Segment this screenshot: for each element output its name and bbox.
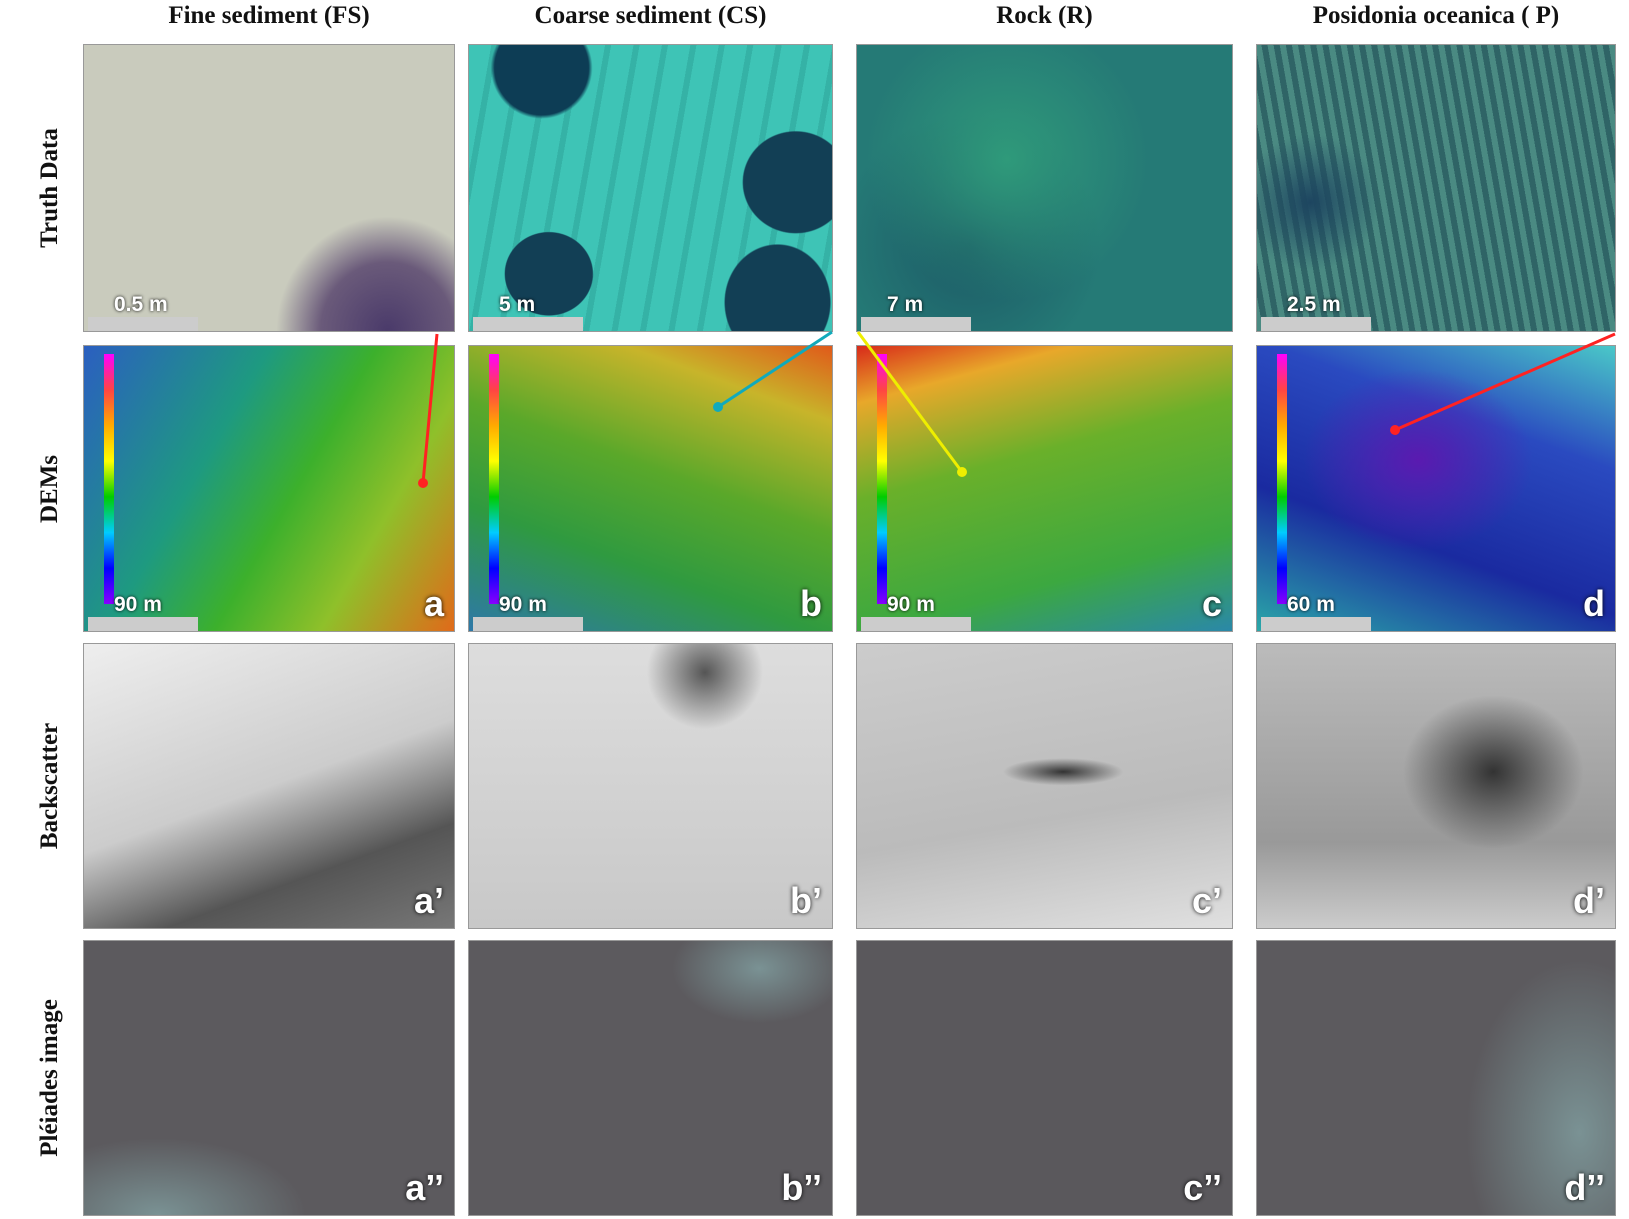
scale-label: 7 m (887, 293, 924, 316)
column-header: Coarse sediment (CS) (534, 2, 767, 29)
image-panel: a’ (83, 643, 455, 929)
color-bar (877, 354, 887, 604)
image-panel: 90 m b (468, 345, 833, 632)
image-panel: b’ (468, 643, 833, 929)
image-panel: b’’ (468, 940, 833, 1216)
image-panel: 0.5 m (83, 44, 455, 332)
scale-label: 90 m (499, 593, 547, 616)
panel-letter: a (423, 583, 444, 624)
image-panel: 90 m a (83, 345, 455, 632)
image-panel: d’ (1256, 643, 1616, 929)
scale-bar (1261, 317, 1371, 331)
row-label: DEMs (36, 454, 63, 523)
row-label: Truth Data (36, 128, 63, 248)
scale-label: 60 m (1287, 593, 1335, 616)
scale-label: 90 m (887, 593, 935, 616)
panel-letter: b (800, 583, 822, 624)
panel-letter: d (1583, 583, 1605, 624)
scale-label: 2.5 m (1287, 293, 1341, 316)
row-label: Pléiades image (36, 999, 63, 1157)
scale-bar (861, 617, 971, 631)
panel-letter: a’’ (405, 1167, 444, 1208)
image-panel: 7 m (856, 44, 1233, 332)
column-header: Posidonia oceanica ( P) (1312, 2, 1560, 29)
scale-bar (473, 317, 583, 331)
image-panel: a’’ (83, 940, 455, 1216)
panel-letter: b’’ (781, 1167, 822, 1208)
image-panel: c’’ (856, 940, 1233, 1216)
panel-letter: a’ (413, 880, 444, 921)
image-panel: 90 m c (856, 345, 1233, 632)
scale-bar (861, 317, 971, 331)
image-panel: 2.5 m (1256, 44, 1616, 332)
scale-label: 5 m (499, 293, 536, 316)
image-panel: d’’ (1256, 940, 1616, 1216)
column-header: Rock (R) (996, 2, 1093, 29)
scale-label: 0.5 m (114, 293, 168, 316)
image-panel: 5 m (468, 44, 833, 332)
scale-label: 90 m (114, 593, 162, 616)
image-panel: c’ (856, 643, 1233, 929)
panel-letter: d’ (1573, 880, 1605, 921)
image-panel: 60 m d (1256, 345, 1616, 632)
color-bar (1277, 354, 1287, 604)
scale-bar (88, 617, 198, 631)
scale-bar (88, 317, 198, 331)
panel-letter: b’ (790, 880, 822, 921)
color-bar (104, 354, 114, 604)
panel-letter: d’’ (1564, 1167, 1605, 1208)
scale-bar (473, 617, 583, 631)
scale-bar (1261, 617, 1371, 631)
panel-letter: c’ (1191, 880, 1222, 921)
panel-letter: c (1201, 583, 1222, 624)
column-header: Fine sediment (FS) (168, 2, 370, 29)
row-label: Backscatter (36, 722, 63, 850)
color-bar (489, 354, 499, 604)
panel-letter: c’’ (1183, 1167, 1222, 1208)
